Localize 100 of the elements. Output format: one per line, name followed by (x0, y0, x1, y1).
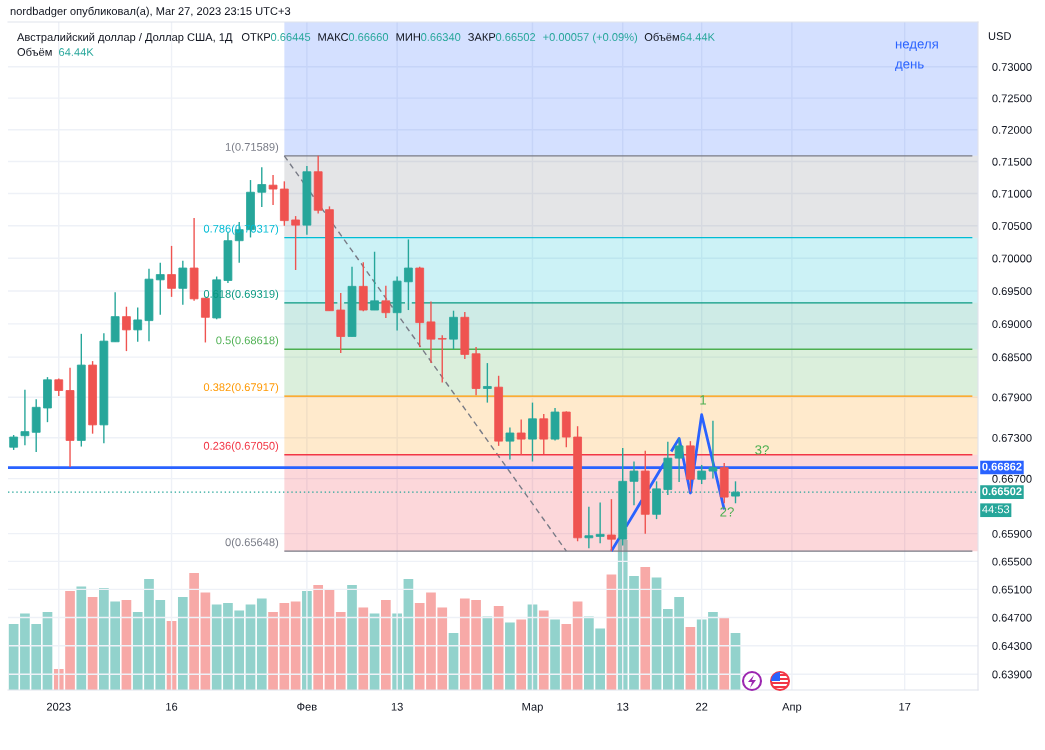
y-tick-label: 0.70000 (992, 254, 1032, 263)
y-tick-label: 0.73000 (992, 63, 1032, 71)
series-label: 0.382(0.67917) (203, 382, 279, 394)
text: nordbadger опубликовал(а), Mar 27, 2023 23:15 UTC+3 (10, 6, 291, 18)
bar (189, 572, 199, 690)
bar (381, 599, 391, 690)
bar (347, 584, 357, 690)
y-tick-label: 0.69000 (992, 320, 1032, 329)
y-axis-title: USD (988, 32, 1011, 40)
candlestick (629, 460, 639, 507)
x-tick-label: 22 (696, 702, 708, 711)
bar (76, 586, 87, 690)
candlestick (505, 426, 515, 461)
annotation: Объём (644, 32, 679, 41)
annotation: ОТКР (241, 33, 271, 41)
y-tick-label: 0.64300 (992, 642, 1032, 650)
y-tick-label: 0.66700 (992, 474, 1032, 483)
x-tick-label: 13 (617, 702, 629, 711)
bar (505, 622, 515, 690)
text: 44:53 (982, 505, 1010, 514)
x-tick-label: Мар (522, 702, 543, 713)
annotation: 64.44K (59, 48, 94, 56)
candlestick (584, 506, 594, 549)
candlestick (381, 285, 391, 319)
candlestick (482, 362, 492, 404)
text: Австралийский доллар / Доллар США, 1Д (17, 32, 233, 44)
y-tick-label: 0.71000 (992, 189, 1032, 198)
x-tick-label: 13 (391, 702, 403, 711)
y-tick-label: 0.70500 (992, 222, 1032, 230)
candlestick (167, 245, 176, 298)
annotation: МИН (396, 33, 420, 41)
candlestick (708, 420, 718, 480)
bar (516, 619, 527, 690)
annotation: 0.66502 (495, 33, 536, 41)
candlestick (178, 260, 188, 306)
bar (313, 584, 324, 690)
annotation: 0.66340 (421, 33, 461, 41)
ref-line-label: 0.66862 (982, 462, 1022, 471)
y-tick-label: 0.63900 (992, 670, 1032, 679)
bar (256, 598, 267, 690)
series-label: 1(0.71589) (225, 142, 279, 154)
annotation: день (895, 61, 924, 72)
y-tick-label: 0.68500 (992, 353, 1032, 362)
bar (561, 623, 572, 690)
candlestick (257, 166, 267, 208)
y-tick-label: 0.72000 (992, 125, 1032, 134)
candlestick (426, 300, 436, 364)
bar (640, 566, 651, 690)
annotation: МАКС (318, 33, 349, 41)
x-tick-label: Фев (297, 702, 317, 711)
x-tick-label: 2023 (46, 702, 71, 711)
ref-line-label: 0.66502 (982, 487, 1022, 496)
candlestick (20, 389, 30, 446)
annotation: 0.66445 (270, 33, 311, 41)
annotation: 0.66660 (348, 33, 389, 41)
y-tick-label: 0.72500 (992, 94, 1032, 103)
candlestick (155, 262, 165, 316)
series-label: 0.5(0.68618) (216, 336, 279, 347)
bar (719, 617, 730, 690)
x-tick-label: 16 (166, 702, 178, 711)
y-tick-label: 0.67900 (992, 393, 1032, 402)
annotation: 64.44K (680, 33, 715, 41)
candlestick (268, 174, 278, 206)
bar (358, 607, 369, 690)
candlestick (607, 498, 616, 552)
candlestick (370, 251, 379, 311)
candlestick (697, 464, 707, 485)
y-tick-label: 0.65500 (992, 557, 1032, 566)
candlestick (133, 306, 143, 343)
y-tick-label: 0.69500 (992, 287, 1032, 296)
bar (177, 596, 188, 690)
y-tick-label: 0.67300 (992, 434, 1032, 442)
candlestick (539, 413, 549, 455)
x-tick-label: Апр (782, 702, 802, 713)
x-tick-label: 17 (899, 702, 911, 711)
y-tick-label: 0.65100 (992, 585, 1032, 594)
annotation: 2? (720, 507, 734, 517)
bar (335, 611, 346, 690)
annotation: ЗАКР (468, 33, 496, 41)
candlestick (404, 238, 413, 311)
bar (550, 619, 560, 690)
candlestick (122, 306, 131, 352)
candlestick (595, 501, 605, 545)
y-tick-label: 0.71500 (992, 157, 1032, 166)
candlestick (291, 215, 300, 271)
candlestick (358, 261, 368, 313)
annotation: 1 (700, 395, 707, 405)
series-label: 0.236(0.67050) (203, 441, 279, 452)
candlestick (516, 418, 526, 456)
annotation: 3? (755, 445, 769, 455)
bar (538, 610, 549, 690)
candlestick (449, 310, 458, 350)
candlestick (437, 334, 447, 384)
series-label: 0(0.65648) (225, 537, 279, 549)
annotation: неделя (895, 41, 938, 52)
annotation: +0.00057 (+0.09%) (543, 32, 638, 44)
annotation: Объём (17, 47, 52, 56)
candlestick (674, 437, 684, 483)
y-tick-label: 0.64700 (992, 613, 1032, 622)
candlestick (528, 401, 537, 463)
